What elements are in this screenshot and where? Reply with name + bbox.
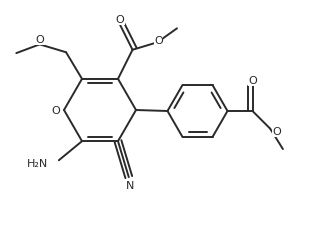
Text: O: O: [273, 127, 281, 137]
Text: H₂N: H₂N: [27, 158, 48, 168]
Text: O: O: [154, 36, 163, 46]
Text: N: N: [126, 180, 134, 190]
Text: O: O: [116, 15, 125, 25]
Text: O: O: [51, 106, 60, 115]
Text: O: O: [35, 35, 44, 45]
Text: O: O: [248, 76, 257, 86]
